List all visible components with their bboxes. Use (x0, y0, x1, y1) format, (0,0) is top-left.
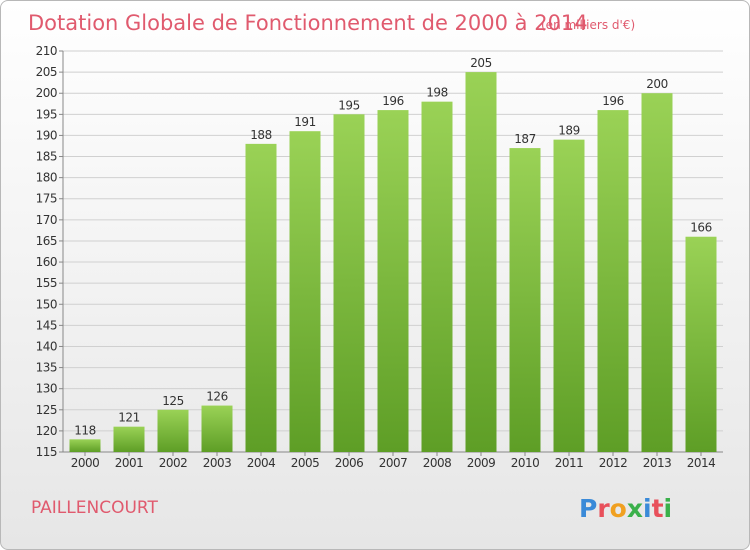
y-tick-label: 140 (36, 339, 57, 353)
x-tick-label-2009: 2009 (467, 456, 496, 470)
data-label-2004: 188 (250, 128, 271, 142)
bar-2002 (157, 409, 189, 452)
chart-unit-label: (en milliers d'€) (541, 18, 635, 32)
y-tick-label: 150 (36, 297, 57, 311)
y-tick-label: 135 (36, 361, 57, 375)
x-tick-label-2012: 2012 (599, 456, 628, 470)
data-label-2006: 195 (338, 98, 359, 112)
y-tick-label: 185 (36, 150, 57, 164)
bar-2013 (641, 93, 673, 453)
x-tick-label-2000: 2000 (71, 456, 100, 470)
x-tick-label-2005: 2005 (291, 456, 320, 470)
x-tick-label-2004: 2004 (247, 456, 276, 470)
logo-letter: t (652, 494, 664, 523)
bars: 118 121 125 126 188 191 195 196 198 205 187 189 196 2… (69, 56, 717, 453)
data-label-2007: 196 (382, 94, 403, 108)
bar-2003 (201, 405, 233, 452)
logo-letter: i (643, 494, 652, 523)
data-label-2005: 191 (294, 115, 315, 129)
y-tick-label: 205 (36, 65, 57, 79)
logo-letter: x (627, 494, 643, 523)
y-tick-label: 125 (36, 403, 57, 417)
x-tick-label-2007: 2007 (379, 456, 408, 470)
bar-2006 (333, 114, 365, 452)
proxiti-logo: Proxiti (579, 494, 672, 523)
logo-letter: o (610, 494, 627, 523)
x-axis-ticks: 2000 2001 2002 2003 2004 2005 2006 2007 2008 2009… (71, 452, 716, 470)
bar-2008 (421, 101, 453, 452)
data-label-2009: 205 (470, 56, 491, 70)
y-tick-label: 195 (36, 107, 57, 121)
data-label-2011: 189 (558, 124, 579, 138)
y-tick-label: 155 (36, 276, 57, 290)
bar-2001 (113, 426, 145, 452)
data-label-2014: 166 (690, 221, 711, 235)
y-tick-label: 180 (36, 171, 57, 185)
data-label-2008: 198 (426, 86, 447, 100)
y-tick-label: 200 (36, 86, 57, 100)
y-tick-label: 210 (36, 44, 57, 58)
commune-name: PAILLENCOURT (31, 498, 158, 518)
bar-2005 (289, 131, 321, 452)
x-tick-label-2002: 2002 (159, 456, 188, 470)
logo-letter: P (579, 494, 597, 523)
y-tick-label: 160 (36, 255, 57, 269)
bar-2014 (685, 236, 717, 452)
x-tick-label-2011: 2011 (555, 456, 584, 470)
y-tick-label: 165 (36, 234, 57, 248)
bar-2004 (245, 143, 277, 452)
bar-2009 (465, 72, 497, 453)
data-label-2001: 121 (118, 411, 139, 425)
x-tick-label-2001: 2001 (115, 456, 144, 470)
bar-2010 (509, 148, 541, 452)
data-label-2000: 118 (74, 423, 95, 437)
x-tick-label-2006: 2006 (335, 456, 364, 470)
y-tick-label: 115 (36, 445, 57, 459)
y-tick-label: 120 (36, 424, 57, 438)
bar-2011 (553, 139, 585, 453)
bar-2007 (377, 110, 409, 453)
y-tick-label: 170 (36, 213, 57, 227)
x-tick-label-2008: 2008 (423, 456, 452, 470)
data-label-2002: 125 (162, 394, 183, 408)
y-axis-ticks: 115 120 125 130 135 140 145 150 155 160 165 170 175 1… (36, 44, 63, 459)
y-tick-label: 145 (36, 318, 57, 332)
logo-letter: i (664, 494, 673, 523)
data-label-2003: 126 (206, 390, 227, 404)
y-tick-label: 130 (36, 382, 57, 396)
y-tick-label: 175 (36, 192, 57, 206)
chart-title: Dotation Globale de Fonctionnement de 20… (28, 11, 588, 35)
x-tick-label-2010: 2010 (511, 456, 540, 470)
data-label-2013: 200 (646, 77, 667, 91)
data-label-2010: 187 (514, 132, 535, 146)
y-tick-label: 190 (36, 128, 57, 142)
bar-2000 (69, 439, 101, 452)
x-tick-label-2013: 2013 (643, 456, 672, 470)
bar-2012 (597, 110, 629, 453)
data-label-2012: 196 (602, 94, 623, 108)
logo-letter: r (597, 494, 610, 523)
x-tick-label-2014: 2014 (687, 456, 716, 470)
x-tick-label-2003: 2003 (203, 456, 232, 470)
